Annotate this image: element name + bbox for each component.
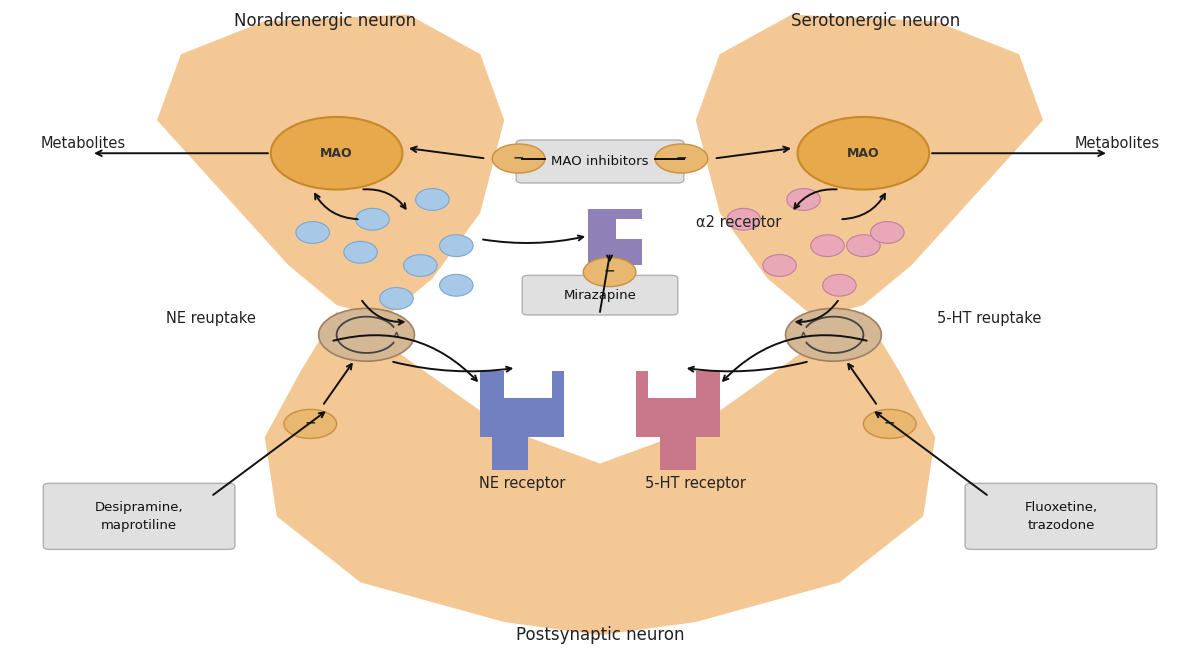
Polygon shape xyxy=(616,219,642,239)
FancyBboxPatch shape xyxy=(965,483,1157,550)
Text: Mirazapine: Mirazapine xyxy=(564,288,636,302)
Ellipse shape xyxy=(355,208,389,230)
Ellipse shape xyxy=(763,255,797,276)
Text: −: − xyxy=(512,151,524,164)
Ellipse shape xyxy=(727,208,761,230)
Circle shape xyxy=(863,410,916,438)
Ellipse shape xyxy=(379,288,413,310)
FancyBboxPatch shape xyxy=(43,483,235,550)
Text: NE receptor: NE receptor xyxy=(479,476,565,491)
Polygon shape xyxy=(636,371,720,437)
Circle shape xyxy=(583,257,636,286)
Text: Fluoxetine,
trazodone: Fluoxetine, trazodone xyxy=(1025,501,1098,532)
Text: −: − xyxy=(676,151,688,164)
Polygon shape xyxy=(480,371,564,437)
Polygon shape xyxy=(157,15,504,318)
Text: 5-HT reuptake: 5-HT reuptake xyxy=(937,311,1042,326)
Polygon shape xyxy=(588,210,642,265)
Text: MAO inhibitors: MAO inhibitors xyxy=(551,154,649,168)
Ellipse shape xyxy=(296,221,330,243)
Circle shape xyxy=(655,144,708,173)
Text: Postsynaptic neuron: Postsynaptic neuron xyxy=(516,626,684,644)
Ellipse shape xyxy=(415,188,449,210)
Text: Metabolites: Metabolites xyxy=(41,136,125,151)
Text: MAO: MAO xyxy=(320,147,353,160)
Ellipse shape xyxy=(403,255,437,276)
Ellipse shape xyxy=(787,188,821,210)
Polygon shape xyxy=(696,15,1043,318)
Ellipse shape xyxy=(847,235,880,257)
Circle shape xyxy=(284,410,337,438)
Text: MAO: MAO xyxy=(847,147,880,160)
Ellipse shape xyxy=(439,274,473,296)
Ellipse shape xyxy=(811,235,845,257)
Text: NE reuptake: NE reuptake xyxy=(166,311,256,326)
Circle shape xyxy=(319,308,414,361)
FancyBboxPatch shape xyxy=(516,140,684,183)
Circle shape xyxy=(492,144,545,173)
Text: −: − xyxy=(604,264,616,278)
Text: Serotonergic neuron: Serotonergic neuron xyxy=(791,12,960,30)
Text: 5-HT receptor: 5-HT receptor xyxy=(646,476,746,491)
Polygon shape xyxy=(504,371,552,398)
Circle shape xyxy=(271,117,402,190)
Text: −: − xyxy=(884,416,895,430)
Polygon shape xyxy=(648,371,696,398)
Polygon shape xyxy=(265,312,935,635)
Text: Metabolites: Metabolites xyxy=(1075,136,1159,151)
Ellipse shape xyxy=(870,221,904,243)
Text: α2 receptor: α2 receptor xyxy=(696,215,781,230)
Circle shape xyxy=(786,308,881,361)
Ellipse shape xyxy=(439,235,473,257)
Text: −: − xyxy=(305,416,316,430)
Text: Noradrenergic neuron: Noradrenergic neuron xyxy=(234,12,415,30)
Circle shape xyxy=(798,117,929,190)
FancyBboxPatch shape xyxy=(522,275,678,315)
Ellipse shape xyxy=(823,274,857,296)
Text: Desipramine,
maprotiline: Desipramine, maprotiline xyxy=(95,501,184,532)
Polygon shape xyxy=(492,437,528,470)
Polygon shape xyxy=(660,437,696,470)
Ellipse shape xyxy=(343,241,377,263)
